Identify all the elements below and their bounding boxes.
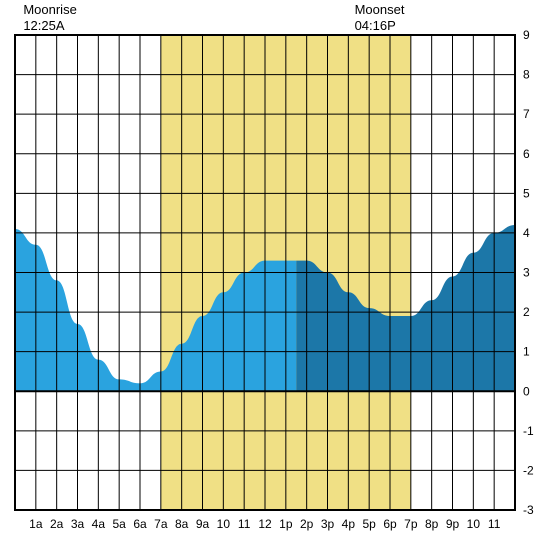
svg-text:-1: -1 (523, 424, 534, 438)
svg-text:5p: 5p (362, 517, 376, 531)
svg-text:4: 4 (523, 226, 530, 240)
svg-text:6: 6 (523, 147, 530, 161)
svg-text:1a: 1a (29, 517, 43, 531)
svg-text:7a: 7a (154, 517, 168, 531)
svg-text:3: 3 (523, 266, 530, 280)
moonset-label: Moonset 04:16P (355, 2, 405, 33)
svg-text:2a: 2a (50, 517, 64, 531)
svg-text:10: 10 (217, 517, 231, 531)
svg-text:9: 9 (523, 28, 530, 42)
svg-text:5a: 5a (112, 517, 126, 531)
svg-text:7: 7 (523, 107, 530, 121)
svg-text:3p: 3p (321, 517, 335, 531)
svg-text:4p: 4p (342, 517, 356, 531)
svg-text:3a: 3a (71, 517, 85, 531)
svg-text:5: 5 (523, 186, 530, 200)
svg-text:-2: -2 (523, 463, 534, 477)
svg-text:11: 11 (238, 517, 251, 531)
svg-text:2: 2 (523, 305, 530, 319)
svg-text:6a: 6a (133, 517, 147, 531)
moonset-title: Moonset (355, 2, 405, 18)
svg-text:6p: 6p (383, 517, 397, 531)
svg-text:8a: 8a (175, 517, 189, 531)
svg-text:9p: 9p (446, 517, 460, 531)
moonset-time: 04:16P (355, 18, 405, 34)
svg-text:1: 1 (523, 345, 530, 359)
svg-text:2p: 2p (300, 517, 314, 531)
svg-text:10: 10 (467, 517, 481, 531)
svg-text:0: 0 (523, 384, 530, 398)
svg-text:4a: 4a (92, 517, 106, 531)
svg-text:7p: 7p (404, 517, 418, 531)
svg-text:11: 11 (488, 517, 501, 531)
svg-text:8: 8 (523, 68, 530, 82)
svg-text:8p: 8p (425, 517, 439, 531)
svg-text:9a: 9a (196, 517, 210, 531)
svg-text:1p: 1p (279, 517, 293, 531)
chart-svg: -3-2-101234567891a2a3a4a5a6a7a8a9a101112… (0, 0, 550, 550)
moonrise-label: Moonrise 12:25A (23, 2, 76, 33)
moonrise-title: Moonrise (23, 2, 76, 18)
svg-text:-3: -3 (523, 503, 534, 517)
moonrise-time: 12:25A (23, 18, 76, 34)
svg-text:12: 12 (258, 517, 272, 531)
tide-chart: -3-2-101234567891a2a3a4a5a6a7a8a9a101112… (0, 0, 550, 550)
